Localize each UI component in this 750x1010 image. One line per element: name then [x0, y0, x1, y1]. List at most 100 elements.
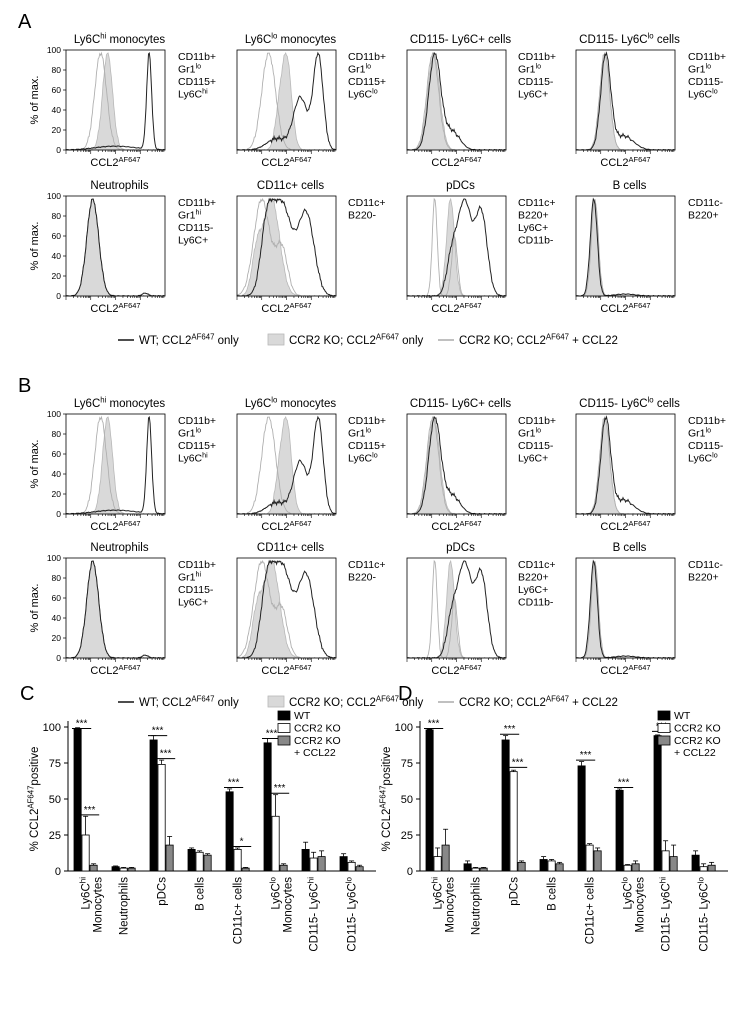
- y-tick-label: 100: [47, 409, 61, 419]
- y-tick-label: 75: [49, 758, 61, 770]
- bar-wt: [225, 791, 234, 872]
- histogram-x-label: CCL2AF647: [431, 155, 481, 169]
- histogram-panel-B-1-2: pDCs CCL2AF647 CD11c+B220+Ly6C+CD11b-: [406, 542, 555, 677]
- histogram-title: pDCs: [446, 180, 475, 192]
- cell-marker-label: Gr1hi: [178, 571, 201, 584]
- bar-ccr2-ko: [317, 856, 326, 872]
- cell-marker-label: Gr1hi: [178, 209, 201, 222]
- cell-marker-label: Ly6C+: [178, 235, 208, 247]
- wt-histogram: [65, 415, 166, 515]
- cell-marker-label: Ly6Clo: [348, 452, 378, 465]
- histogram-x-label: CCL2AF647: [600, 155, 650, 169]
- bar-wt: [615, 789, 624, 872]
- bar-ccr2-ko: [661, 850, 670, 872]
- cell-marker-label: CD11c+: [518, 197, 555, 209]
- histogram-title: CD115- Ly6C+ cells: [410, 34, 512, 46]
- category-label-line2: Monocytes: [635, 877, 647, 933]
- histogram-panel-B-0-2: CD115- Ly6C+ cells CCL2AF647 CD11b+Gr1loCD…: [406, 398, 556, 533]
- category-label: CD115- Ly6Clo: [345, 876, 359, 951]
- significance-label: ***: [580, 750, 592, 761]
- category-label: Ly6Clo: [269, 876, 283, 909]
- cell-marker-label: CD11c+: [348, 559, 385, 571]
- bar-legend-label: + CCL22: [294, 747, 336, 759]
- histogram-panel-A-1-2: pDCs CCL2AF647 CD11c+B220+Ly6C+CD11b-: [406, 180, 555, 315]
- bar-ccr2-ko: [555, 863, 564, 872]
- histogram-x-label: CCL2AF647: [90, 155, 140, 169]
- cell-marker-label: Ly6Chi: [178, 452, 208, 465]
- y-tick-label: 20: [52, 125, 62, 135]
- y-tick-label: 40: [52, 251, 62, 261]
- histogram-title: Ly6Clo monocytes: [245, 396, 337, 410]
- category-label: Neutrophils: [119, 877, 131, 935]
- bar-wt: [463, 863, 472, 872]
- bar-legend-label: CCR2 KO: [674, 735, 721, 747]
- bar-wt: [73, 728, 82, 872]
- y-tick-label: 20: [52, 633, 62, 643]
- y-tick-label: 20: [52, 271, 62, 281]
- histogram-panel-B-0-3: CD115- Ly6Clo cells CCL2AF647 CD11b+Gr1loC…: [575, 396, 726, 533]
- cell-marker-label: CD11b+: [348, 51, 386, 63]
- category-label: pDCs: [509, 877, 521, 906]
- y-tick-label: 25: [49, 830, 61, 842]
- histogram-title: Ly6Clo monocytes: [245, 32, 337, 46]
- cell-marker-label: Gr1lo: [518, 427, 541, 440]
- histogram-panel-A-1-0: Neutrophils CCL2AF647 CD11b+Gr1hiCD115-Ly6…: [29, 180, 216, 315]
- bar-ccr2-ko: [195, 851, 204, 872]
- histogram-title: CD115- Ly6C+ cells: [410, 398, 512, 410]
- histogram-x-label: CCL2AF647: [431, 301, 481, 315]
- y-tick-label: 100: [47, 553, 61, 563]
- category-label: CD11c+ cells: [585, 877, 597, 944]
- histogram-x-label: CCL2AF647: [261, 519, 311, 533]
- cell-marker-label: CD115+: [348, 76, 386, 88]
- legend-label: CCR2 KO; CCL2AF647 only: [289, 333, 423, 347]
- ccr2-ko-histogram: [575, 415, 676, 515]
- bar-legend-swatch: [277, 735, 291, 746]
- cell-marker-label: Ly6C+: [518, 222, 548, 234]
- histogram-frame: [575, 49, 676, 151]
- significance-label: ***: [84, 805, 96, 816]
- histogram-x-label: CCL2AF647: [431, 519, 481, 533]
- histogram-y-label: % of max.: [29, 584, 41, 633]
- cell-marker-label: CD115-: [688, 440, 724, 452]
- cell-marker-label: CD11b+: [518, 415, 556, 427]
- legend-label: WT; CCL2AF647 only: [139, 333, 239, 347]
- bar-ccr2-ko: [165, 844, 174, 872]
- cell-marker-label: CD11b+: [178, 197, 216, 209]
- y-tick-label: 80: [52, 211, 62, 221]
- y-tick-label: 60: [52, 449, 62, 459]
- legend-ko-swatch: [267, 333, 285, 346]
- cell-marker-label: Ly6Chi: [178, 88, 208, 101]
- bar-ccr2-ko: [517, 861, 526, 872]
- bar-ccr2-ko: [271, 815, 280, 872]
- bar-ccr2-ko: [631, 863, 640, 872]
- significance-label: ***: [274, 783, 286, 794]
- histogram-panel-A-0-0: Ly6Chi monocytes CCL2AF647 CD11b+Gr1loCD11…: [29, 32, 216, 169]
- cell-marker-label: CD11b+: [688, 415, 726, 427]
- bar-legend-swatch: [657, 723, 671, 733]
- bar-ccr2-ko: [585, 844, 594, 872]
- significance-label: ***: [76, 718, 88, 729]
- cell-marker-label: CD11c+: [348, 197, 385, 209]
- cell-marker-label: CD11b+: [178, 559, 216, 571]
- category-label: CD115- Ly6Chi: [659, 877, 673, 952]
- bar-legend-swatch: [657, 710, 671, 721]
- histogram-y-label: % of max.: [29, 222, 41, 271]
- cell-marker-label: Gr1lo: [178, 63, 201, 76]
- bar-legend-label: WT: [294, 710, 311, 722]
- histogram-x-label: CCL2AF647: [600, 301, 650, 315]
- bar-chart-D: 0 25 50 75 100 % CCL2AF647positive *** *** *** **…: [379, 710, 728, 952]
- ccr2-ko-histogram: [575, 51, 676, 151]
- bar-wt: [539, 859, 548, 872]
- cell-marker-label: CD11c-: [688, 197, 723, 209]
- bar-wt: [149, 739, 158, 872]
- cell-marker-label: CD115-: [518, 76, 554, 88]
- bar-ccr2-ko: [669, 856, 678, 872]
- bar-ccr2-ko: [279, 864, 288, 872]
- panel-letter-D: D: [398, 683, 412, 705]
- bar-ccr2-ko: [347, 861, 356, 872]
- bar-ccr2-ko: [81, 834, 90, 872]
- cell-marker-label: CD115-: [178, 584, 214, 596]
